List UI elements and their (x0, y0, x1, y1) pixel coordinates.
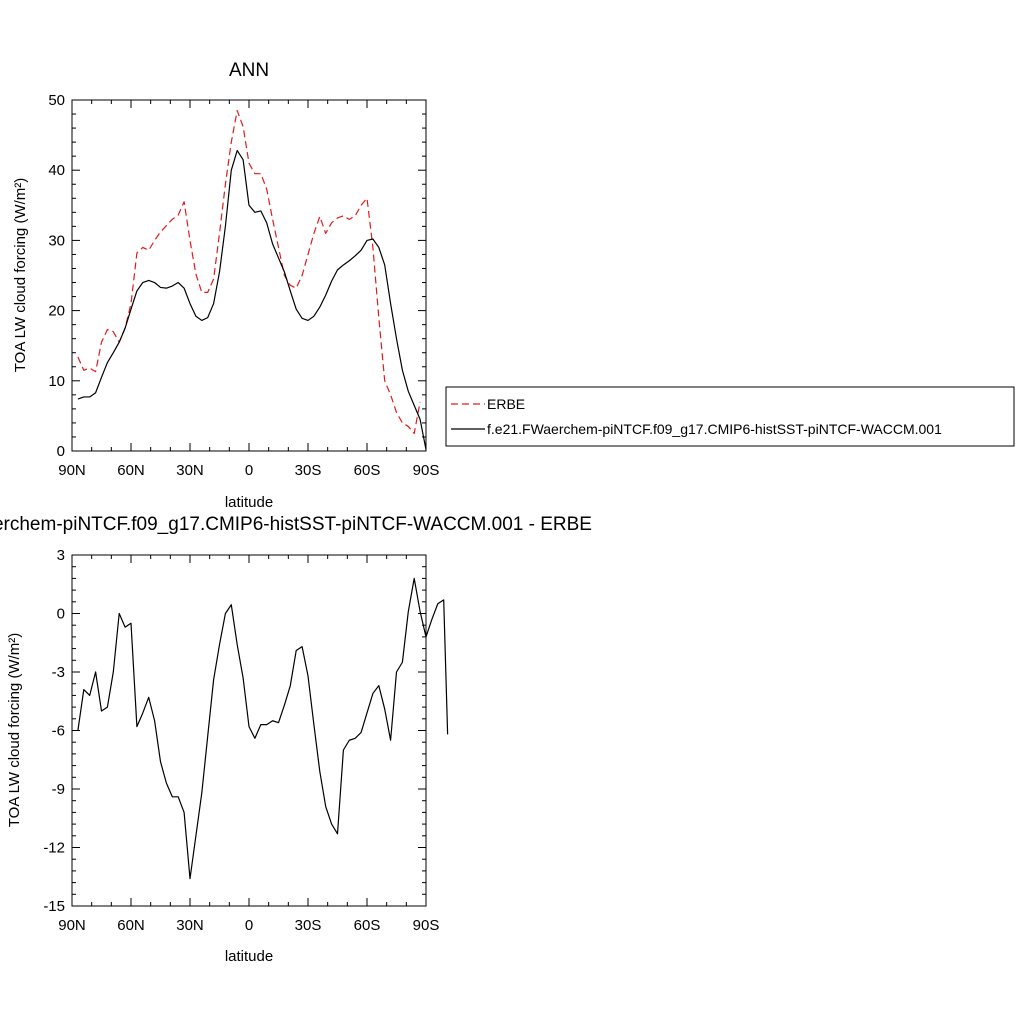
legend-label-model: f.e21.FWaerchem-piNTCF.f09_g17.CMIP6-his… (487, 421, 942, 437)
legend-label-erbe: ERBE (487, 396, 525, 412)
x-tick-label: 30N (176, 462, 204, 479)
annual-mean-panel: ANN 90N 60N 30N 0 30S 60S 90S 0 10 20 30 40 50 latit… (12, 60, 439, 511)
plot-frame (71, 99, 427, 452)
series-lines (77, 577, 449, 880)
y-tick-label: 3 (57, 547, 65, 564)
model-series-line (77, 149, 427, 450)
x-tick-label: 60N (117, 462, 145, 479)
y-tick-label: -6 (52, 723, 65, 740)
x-axis-title: latitude (225, 948, 273, 965)
y-axis-title: TOA LW cloud forcing (W/m²) (12, 178, 29, 372)
y-tick-label: 0 (57, 606, 65, 623)
panel-title: f.e21.FWaerchem-piNTCF.f09_g17.CMIP6-his… (0, 514, 592, 535)
difference-series-line (77, 577, 449, 880)
y-tick-label: -3 (52, 664, 65, 681)
y-tick-label: 20 (48, 303, 65, 320)
x-tick-label: 30S (295, 462, 322, 479)
y-tick-label: 0 (57, 443, 65, 460)
series-lines (77, 109, 427, 450)
x-tick-label: 60S (354, 917, 381, 934)
axis-ticks (71, 554, 427, 907)
y-axis-title: TOA LW cloud forcing (W/m²) (6, 633, 23, 827)
y-tick-label: 40 (48, 162, 65, 179)
x-tick-label: 90S (413, 917, 440, 934)
y-tick-label: -15 (43, 898, 65, 915)
legend-box (445, 386, 1015, 447)
x-tick-label: 60S (354, 462, 381, 479)
y-tick-label: 50 (48, 92, 65, 109)
x-tick-label: 90N (58, 462, 86, 479)
x-tick-label: 90N (58, 917, 86, 934)
y-tick-label: -12 (43, 840, 65, 857)
x-axis-title: latitude (225, 494, 273, 511)
axis-tick-labels: 90N 60N 30N 0 30S 60S 90S 0 10 20 30 40 50 (48, 92, 439, 479)
x-tick-label: 60N (117, 917, 145, 934)
axis-tick-labels: 90N 60N 30N 0 30S 60S 90S 3 0 -3 -6 -9 -12 -15 (43, 547, 439, 934)
x-tick-label: 0 (245, 462, 253, 479)
plot-frame (71, 554, 427, 907)
axis-ticks (71, 99, 427, 452)
x-tick-label: 0 (245, 917, 253, 934)
y-tick-label: 10 (48, 373, 65, 390)
x-tick-label: 90S (413, 462, 440, 479)
x-tick-label: 30S (295, 917, 322, 934)
erbe-series-line (77, 109, 421, 435)
difference-panel: f.e21.FWaerchem-piNTCF.f09_g17.CMIP6-his… (0, 514, 592, 965)
legend: ERBE f.e21.FWaerchem-piNTCF.f09_g17.CMIP… (445, 386, 1015, 447)
panel-title: ANN (229, 60, 269, 81)
x-tick-label: 30N (176, 917, 204, 934)
y-tick-label: -9 (52, 781, 65, 798)
y-tick-label: 30 (48, 232, 65, 249)
